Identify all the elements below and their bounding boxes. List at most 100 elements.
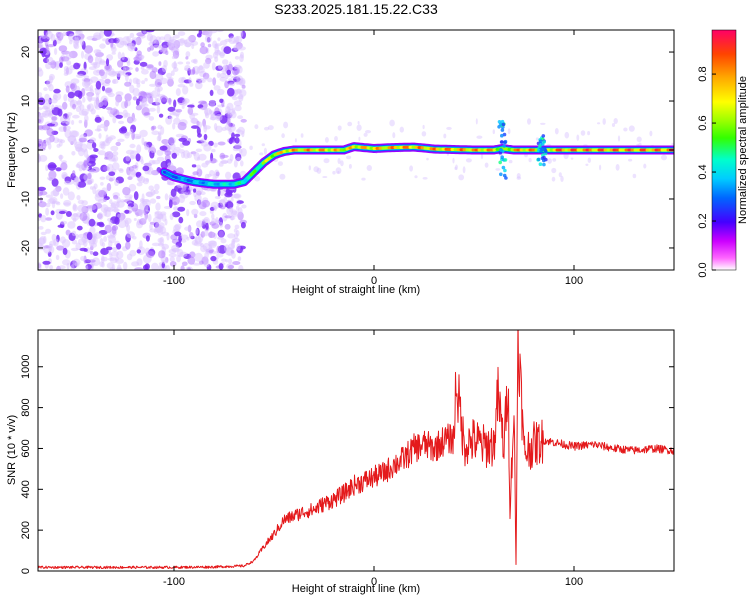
noise-dot	[63, 68, 73, 75]
noise-dot	[204, 34, 212, 43]
noise-dot	[156, 105, 161, 114]
noise-dot	[191, 240, 199, 246]
noise-dot	[171, 55, 176, 60]
noise-dot	[60, 220, 68, 225]
noise-dot	[100, 116, 105, 122]
noise-dot	[42, 260, 51, 265]
noise-dot	[177, 183, 184, 188]
noise-dot	[127, 41, 133, 49]
noise-dot	[455, 164, 458, 171]
noise-dot	[136, 249, 141, 254]
noise-dot	[112, 247, 118, 252]
noise-dot	[80, 256, 86, 261]
noise-dot	[151, 125, 157, 130]
noise-dot	[169, 213, 174, 221]
noise-dot	[175, 88, 181, 97]
noise-dot	[203, 143, 212, 152]
noise-dot	[145, 202, 149, 212]
noise-dot	[83, 61, 87, 70]
noise-dot	[465, 158, 472, 163]
noise-dot	[114, 70, 123, 75]
noise-dot	[50, 210, 55, 216]
noise-dot	[230, 196, 234, 203]
noise-dot	[492, 129, 495, 135]
noise-dot	[77, 233, 86, 239]
noise-dot	[156, 195, 161, 200]
noise-dot	[62, 259, 71, 266]
noise-dot	[225, 171, 232, 180]
noise-dot	[70, 264, 75, 270]
noise-dot	[189, 251, 196, 258]
noise-dot	[114, 216, 120, 225]
noise-dot	[100, 248, 109, 255]
noise-dot	[223, 196, 228, 205]
noise-dot	[219, 189, 225, 197]
noise-dot	[203, 133, 208, 141]
noise-dot	[93, 148, 99, 152]
noise-dot	[168, 97, 172, 105]
noise-dot	[98, 190, 107, 198]
noise-dot	[179, 191, 189, 199]
noise-dot	[108, 219, 113, 227]
noise-dot	[140, 159, 144, 165]
noise-dot	[75, 233, 79, 240]
noise-dot	[91, 142, 97, 149]
noise-dot	[585, 163, 589, 166]
noise-dot	[62, 187, 70, 196]
noise-dot	[115, 114, 123, 119]
noise-dot	[63, 199, 72, 207]
noise-dot	[224, 215, 232, 219]
noise-dot	[180, 265, 185, 270]
noise-dot	[97, 212, 104, 220]
noise-dot	[204, 251, 209, 259]
noise-dot	[104, 224, 112, 234]
noise-dot	[142, 177, 149, 185]
noise-dot	[89, 250, 94, 255]
noise-dot	[611, 123, 616, 127]
noise-dot	[47, 162, 57, 171]
noise-dot	[552, 158, 557, 162]
noise-dot	[484, 162, 489, 168]
noise-dot	[203, 76, 208, 81]
noise-dot	[106, 183, 112, 192]
noise-dot	[149, 83, 157, 87]
x-tick-label: 0	[371, 275, 377, 287]
noise-dot	[334, 136, 338, 142]
spectrogram-ylabel: Frequency (Hz)	[6, 112, 18, 188]
noise-dot	[124, 93, 132, 102]
noise-dot	[118, 168, 124, 173]
snr-xlabel: Height of straight line (km)	[292, 583, 420, 595]
noise-dot	[322, 176, 328, 178]
noise-dot	[198, 121, 202, 129]
noise-dot	[198, 100, 207, 105]
noise-dot	[65, 56, 69, 62]
noise-dot	[203, 261, 210, 268]
noise-dot	[217, 141, 226, 146]
noise-dot	[181, 105, 185, 109]
noise-dot	[213, 123, 218, 131]
noise-dot	[218, 230, 224, 238]
ridge-burst	[542, 155, 546, 160]
ridge-burst	[542, 162, 546, 167]
noise-dot	[98, 133, 102, 139]
noise-dot	[78, 137, 88, 143]
noise-dot	[239, 54, 244, 63]
noise-dot	[196, 220, 204, 228]
noise-dot	[55, 212, 63, 220]
noise-dot	[99, 123, 106, 129]
noise-dot	[173, 44, 179, 51]
noise-dot	[110, 39, 114, 48]
y-tick-label: 800	[20, 398, 32, 416]
colorbar-frame	[711, 29, 737, 271]
noise-dot	[177, 206, 186, 212]
noise-dot	[171, 152, 177, 159]
noise-dot	[323, 158, 330, 164]
noise-dot	[76, 195, 81, 201]
noise-dot	[74, 262, 80, 267]
noise-dot	[94, 128, 102, 132]
noise-dot	[216, 252, 224, 258]
noise-dot	[113, 207, 119, 214]
noise-dot	[72, 114, 80, 119]
